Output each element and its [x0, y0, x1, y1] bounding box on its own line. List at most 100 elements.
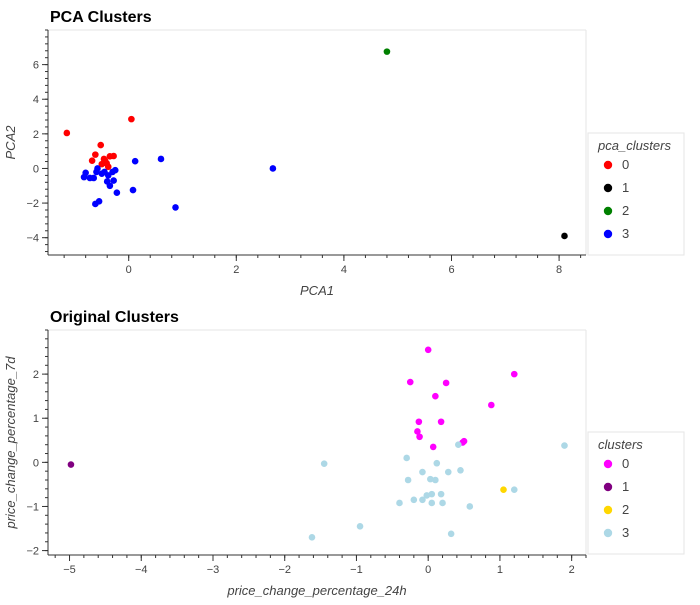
data-point-series-3	[439, 499, 446, 507]
data-point-series-2	[500, 486, 507, 494]
data-point-series-0	[414, 428, 421, 435]
data-point-series-2	[383, 48, 391, 55]
data-point-series-3	[129, 186, 137, 194]
x-axis-label: price_change_percentage_24h	[226, 583, 406, 598]
legend-marker-0[interactable]	[603, 160, 613, 170]
data-point-series-3	[396, 499, 403, 507]
data-point-series-3	[455, 441, 462, 449]
data-point-series-0	[415, 418, 423, 426]
x-tick-label: −3	[207, 564, 220, 576]
data-point-series-3	[86, 174, 94, 182]
chart-title: Original Clusters	[50, 309, 179, 326]
legend-marker-0[interactable]	[603, 459, 613, 469]
y-tick-label: 1	[33, 413, 39, 425]
y-axis-label: PCA2	[3, 125, 18, 160]
data-point-series-1	[561, 232, 568, 240]
y-tick-label: −2	[26, 546, 39, 558]
data-point-series-3	[444, 468, 452, 476]
x-tick-label: 8	[556, 264, 562, 276]
legend-title: clusters	[598, 437, 643, 452]
x-tick-label: 4	[341, 264, 347, 276]
y-tick-label: 2	[33, 129, 39, 141]
data-point-series-0	[97, 141, 105, 149]
chart-1: Original Clusters −5 −4 −3 −2 −1 0 1 2 −2 −1 0 1 2 pri…	[3, 309, 685, 598]
data-point-series-3	[172, 204, 179, 211]
data-point-series-0	[429, 443, 437, 451]
y-tick-label: 4	[33, 94, 39, 106]
legend-label-1[interactable]: 1	[622, 180, 629, 195]
data-point-series-3	[437, 490, 445, 498]
data-point-series-3	[457, 466, 464, 474]
x-tick-label: −5	[63, 564, 76, 576]
data-point-series-3	[94, 165, 101, 172]
x-tick-label: 1	[497, 564, 503, 576]
data-point-series-0	[510, 370, 518, 378]
data-point-series-3	[157, 155, 165, 163]
data-point-series-3	[131, 157, 139, 165]
data-point-series-3	[269, 165, 277, 172]
legend-marker-1[interactable]	[603, 183, 613, 193]
data-point-series-0	[101, 157, 109, 164]
data-point-series-0	[406, 378, 414, 386]
data-point-series-3	[80, 173, 88, 181]
data-point-series-3	[320, 460, 328, 467]
x-tick-label: 0	[425, 564, 431, 576]
data-point-series-0	[63, 129, 71, 137]
x-tick-label: 2	[569, 564, 575, 576]
data-point-series-3	[432, 476, 439, 484]
x-tick-label: −4	[135, 564, 148, 576]
data-point-series-3	[403, 454, 410, 462]
data-point-series-3	[404, 476, 412, 484]
legend-title: pca_clusters	[597, 138, 671, 153]
data-point-series-3	[447, 530, 455, 538]
data-point-series-3	[110, 177, 117, 184]
legend-label-3[interactable]: 3	[622, 226, 629, 241]
y-tick-label: 2	[33, 369, 39, 381]
y-axis-label: price_change_percentage_7d	[3, 356, 18, 530]
legend-label-2[interactable]: 2	[622, 203, 629, 218]
y-tick-label: 0	[33, 457, 39, 469]
x-axis-label: PCA1	[300, 283, 334, 298]
data-point-series-3	[113, 189, 121, 196]
data-point-series-3	[561, 442, 568, 449]
legend-label-2[interactable]: 2	[622, 502, 629, 517]
data-point-series-0	[92, 151, 99, 158]
data-point-series-3	[111, 166, 119, 174]
data-point-series-3	[308, 534, 316, 541]
legend-label-0[interactable]: 0	[622, 157, 629, 172]
legend-marker-3[interactable]	[603, 528, 613, 538]
data-point-series-0	[437, 418, 445, 426]
chart-0: PCA Clusters 0 2 4 6 8 −4 −2 0 2 4 6 PCA1 PCA2 pca_clu…	[3, 9, 685, 298]
data-point-series-0	[432, 392, 439, 400]
legend-marker-1[interactable]	[603, 482, 613, 492]
data-point-series-3	[419, 468, 426, 476]
x-tick-label: 6	[448, 264, 454, 276]
y-tick-label: 0	[33, 163, 39, 175]
data-point-series-3	[428, 490, 436, 498]
data-point-series-3	[466, 503, 474, 510]
y-tick-label: −2	[26, 198, 39, 210]
legend-marker-2[interactable]	[603, 206, 613, 216]
data-point-series-3	[510, 486, 518, 494]
data-point-series-0	[424, 346, 432, 354]
legend-marker-2[interactable]	[603, 505, 613, 515]
data-point-series-0	[128, 115, 135, 123]
x-tick-label: 0	[126, 264, 132, 276]
data-point-series-3	[106, 182, 114, 190]
data-point-series-3	[419, 496, 426, 504]
data-point-series-3	[356, 523, 364, 530]
data-point-series-3	[427, 475, 434, 483]
data-point-series-0	[88, 157, 96, 164]
data-point-series-0	[110, 152, 117, 160]
data-point-series-3	[423, 492, 431, 499]
y-tick-label: −1	[26, 501, 39, 513]
legend-label-0[interactable]: 0	[622, 456, 629, 471]
y-tick-label: −4	[26, 233, 39, 245]
legend-marker-3[interactable]	[603, 229, 613, 239]
data-point-series-0	[488, 401, 495, 409]
legend-label-3[interactable]: 3	[622, 525, 629, 540]
x-tick-label: −1	[350, 564, 363, 576]
data-point-series-3	[433, 459, 441, 467]
legend-label-1[interactable]: 1	[622, 479, 629, 494]
data-point-series-3	[92, 200, 99, 208]
